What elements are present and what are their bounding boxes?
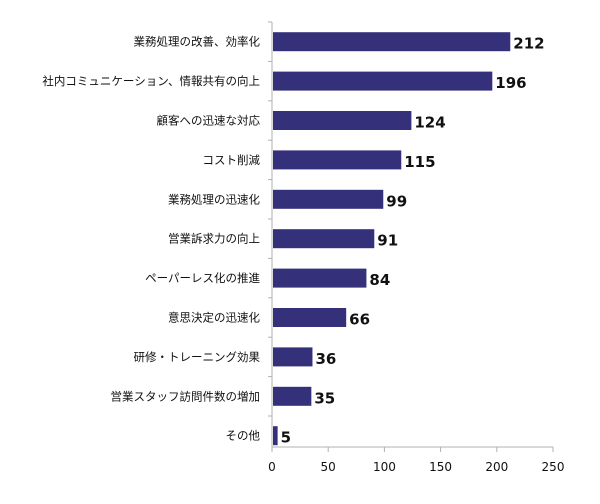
- value-label: 36: [315, 350, 336, 368]
- bar: [273, 111, 412, 130]
- value-label: 5: [281, 429, 291, 447]
- value-label: 99: [386, 192, 407, 210]
- x-tick-label: 50: [321, 460, 336, 474]
- category-label: 顧客への迅速な対応: [157, 114, 261, 128]
- labels: 業務処理の改善、効率化 212 社内コミュニケーション、情報共有の向上 196 顧客への…: [42, 35, 544, 447]
- bar: [273, 150, 402, 170]
- bar: [273, 347, 313, 367]
- bar: [273, 308, 347, 327]
- category-label: 社内コミュニケーション、情報共有の向上: [42, 74, 260, 88]
- x-tick-label: 100: [373, 460, 396, 474]
- value-label: 66: [349, 311, 370, 329]
- value-label: 212: [513, 35, 544, 53]
- bar: [273, 71, 493, 91]
- value-label: 196: [495, 74, 526, 92]
- category-label: ペーパーレス化の推進: [145, 271, 260, 285]
- value-label: 115: [404, 153, 435, 171]
- bar: [273, 229, 375, 249]
- category-label: 意思決定の迅速化: [168, 311, 260, 325]
- category-label: 営業スタッフ訪問件数の増加: [111, 389, 261, 403]
- x-tick-label: 200: [485, 460, 508, 474]
- category-label: 業務処理の迅速化: [168, 192, 260, 206]
- axes: 0 50 100 150 200 250: [268, 21, 565, 474]
- category-label: 営業訴求力の向上: [168, 232, 260, 246]
- value-label: 84: [369, 271, 390, 289]
- x-tick-label: 250: [542, 460, 565, 474]
- bar: [273, 268, 367, 288]
- bars: [273, 32, 511, 446]
- category-label: その他: [226, 429, 261, 443]
- value-label: 91: [377, 232, 398, 250]
- bar: [273, 32, 511, 52]
- value-label: 35: [314, 389, 335, 407]
- value-label: 124: [414, 114, 445, 132]
- x-tick-label: 150: [429, 460, 452, 474]
- category-label: コスト削減: [203, 153, 261, 167]
- category-label: 業務処理の改善、効率化: [134, 35, 261, 49]
- bar: [273, 386, 312, 406]
- bar: [273, 189, 384, 209]
- bar: [273, 426, 278, 446]
- x-tick-label: 0: [268, 460, 276, 474]
- category-label: 研修・トレーニング効果: [134, 350, 261, 364]
